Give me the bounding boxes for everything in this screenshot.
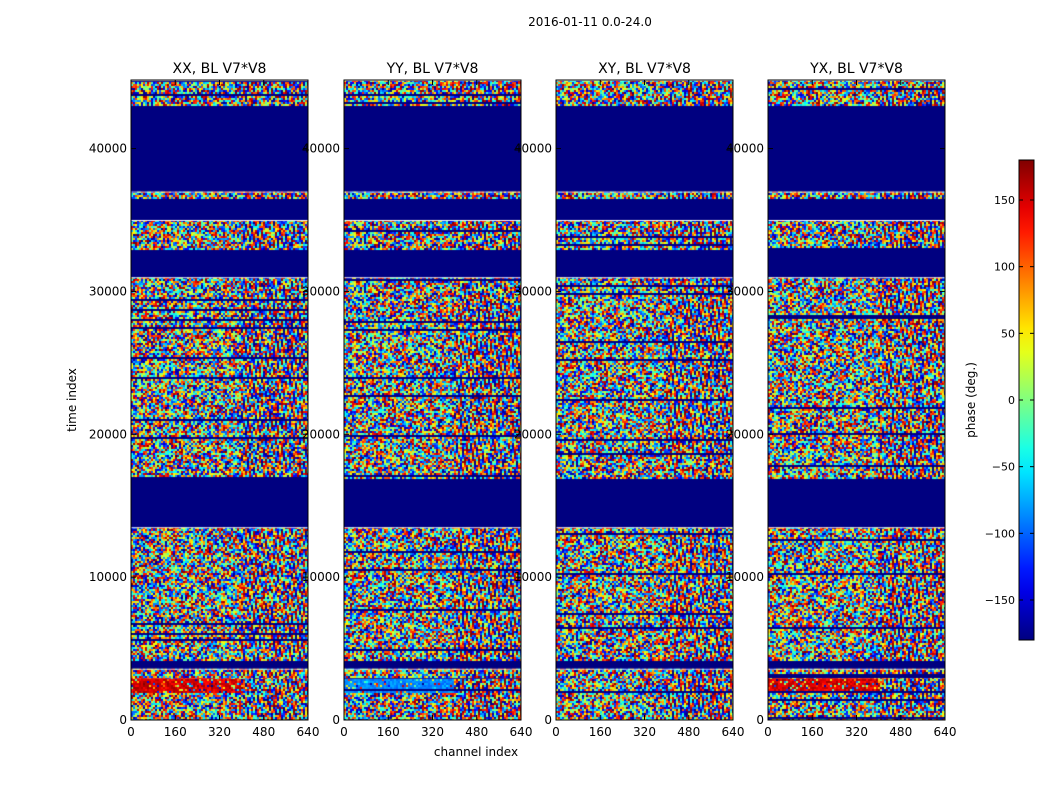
y-tick-label: 0 — [119, 713, 127, 727]
y-tick-label: 40000 — [302, 142, 340, 156]
y-tick-label: 0 — [756, 713, 764, 727]
x-tick-label: 0 — [764, 725, 772, 739]
colorbar: −150 −100 −50 0 50 100 150 — [985, 159, 1035, 641]
x-tick-label: 480 — [889, 725, 912, 739]
panel-title: YX, BL V7*V8 — [809, 61, 903, 77]
y-tick-label: 20000 — [89, 427, 127, 441]
colorbar-tick-label: −150 — [985, 594, 1015, 607]
colorbar-tick-label: 150 — [994, 194, 1015, 207]
y-tick-label: 20000 — [302, 427, 340, 441]
y-tick-label: 40000 — [89, 142, 127, 156]
y-tick-label: 40000 — [726, 142, 764, 156]
y-tick-label: 30000 — [302, 284, 340, 298]
colorbar-label: phase (deg.) — [964, 362, 978, 438]
y-tick-label: 20000 — [726, 427, 764, 441]
x-tick-label: 480 — [252, 725, 275, 739]
colorbar-tick-label: 100 — [994, 261, 1015, 274]
y-tick-label: 10000 — [89, 570, 127, 584]
x-tick-label: 640 — [297, 725, 320, 739]
colorbar-tick-label: 0 — [1008, 394, 1015, 407]
panel-3: XY, BL V7*V8 0 160 320 480 640 0 10000 20000 3000… — [514, 61, 745, 739]
y-tick-label: 10000 — [726, 570, 764, 584]
y-tick-label: 30000 — [89, 284, 127, 298]
x-tick-label: 160 — [589, 725, 612, 739]
x-axis-label: channel index — [434, 745, 518, 759]
x-tick-label: 320 — [208, 725, 231, 739]
y-tick-label: 0 — [332, 713, 340, 727]
x-tick-label: 640 — [722, 725, 745, 739]
panel-title: XX, BL V7*V8 — [173, 61, 267, 77]
panel-2: YY, BL V7*V8 0 160 320 480 640 0 10000 20000 3000… — [302, 61, 533, 739]
x-tick-label: 160 — [801, 725, 824, 739]
colorbar-tick-label: −100 — [985, 527, 1015, 540]
panel-title: XY, BL V7*V8 — [598, 61, 691, 77]
x-tick-label: 480 — [465, 725, 488, 739]
y-tick-label: 20000 — [514, 427, 552, 441]
x-tick-label: 480 — [677, 725, 700, 739]
y-tick-label: 30000 — [726, 284, 764, 298]
y-tick-label: 10000 — [302, 570, 340, 584]
x-tick-label: 640 — [934, 725, 957, 739]
x-tick-label: 320 — [633, 725, 656, 739]
x-tick-label: 0 — [552, 725, 560, 739]
x-tick-label: 0 — [127, 725, 135, 739]
x-tick-label: 640 — [510, 725, 533, 739]
heatmap-image — [556, 80, 733, 720]
x-tick-label: 320 — [421, 725, 444, 739]
suptitle: 2016-01-11 0.0-24.0 — [528, 15, 652, 29]
x-tick-label: 160 — [164, 725, 187, 739]
panels: XX, BL V7*V8 0 160 320 480 640 0 10000 20000 3000… — [89, 61, 957, 739]
y-tick-label: 10000 — [514, 570, 552, 584]
x-tick-label: 160 — [377, 725, 400, 739]
heatmap-image — [344, 80, 521, 720]
y-tick-label: 40000 — [514, 142, 552, 156]
colorbar-tick-label: −50 — [992, 461, 1015, 474]
colorbar-tick-label: 50 — [1001, 327, 1015, 340]
y-tick-label: 30000 — [514, 284, 552, 298]
panel-title: YY, BL V7*V8 — [386, 61, 479, 77]
y-axis-label: time index — [65, 368, 79, 432]
x-tick-label: 0 — [340, 725, 348, 739]
x-tick-label: 320 — [845, 725, 868, 739]
y-tick-label: 0 — [544, 713, 552, 727]
panel-4: YX, BL V7*V8 0 160 320 480 640 0 10000 20000 3000… — [726, 61, 957, 739]
panel-1: XX, BL V7*V8 0 160 320 480 640 0 10000 20000 3000… — [89, 61, 320, 739]
heatmap-image — [131, 80, 308, 720]
heatmap-image — [768, 80, 945, 720]
